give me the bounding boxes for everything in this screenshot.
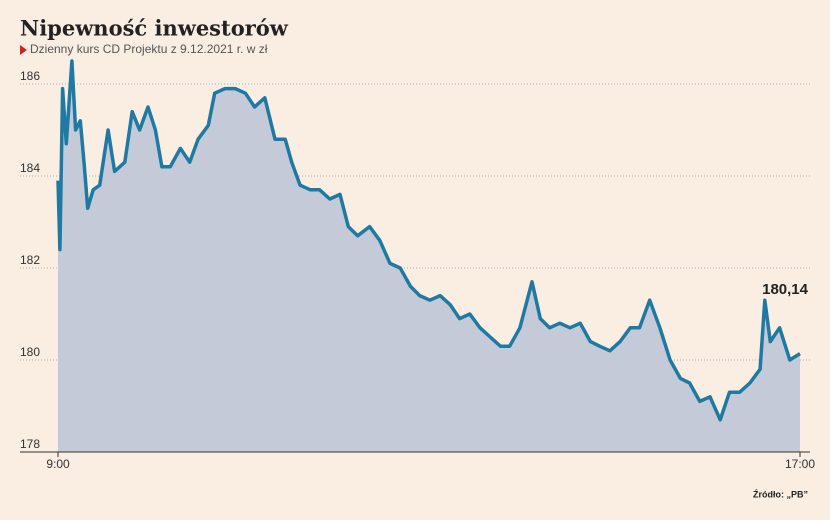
value-label: 180,14 [762,281,809,298]
y-tick-label: 184 [20,161,40,175]
subtitle-marker [20,45,27,55]
x-tick-label: 17:00 [785,457,815,471]
area [58,61,800,452]
x-tick-label: 9:00 [46,457,70,471]
y-tick-label: 180 [20,345,40,359]
chart-subtitle: Dzienny kurs CD Projektu z 9.12.2021 r. … [30,42,268,56]
chart-title: Nipewność inwestorów [20,16,289,41]
source: Źródło: „PB” [753,489,808,499]
y-tick-label: 178 [20,437,40,451]
y-tick-label: 186 [20,69,40,83]
y-tick-label: 182 [20,253,40,267]
price-line [56,59,801,422]
